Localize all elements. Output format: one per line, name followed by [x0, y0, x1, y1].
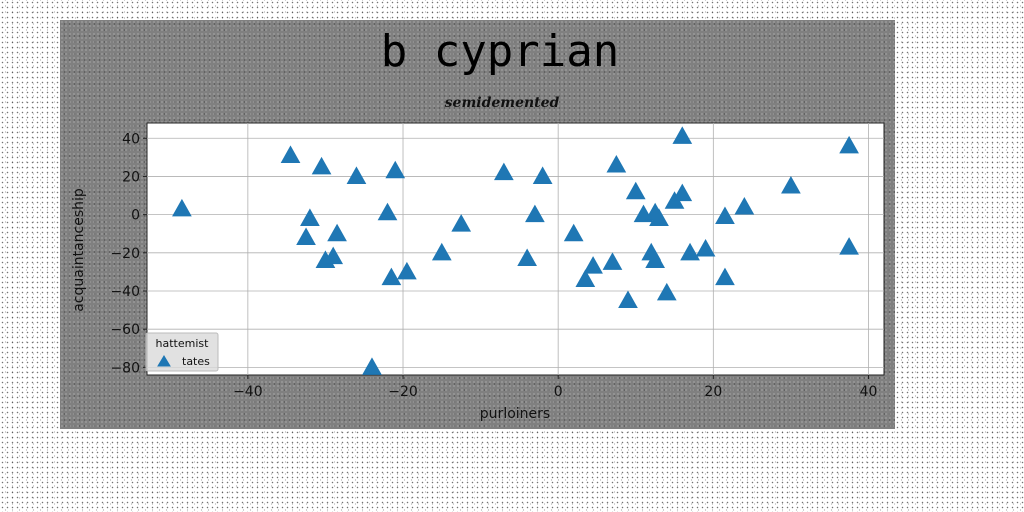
y-axis-ticks: −80 −60 −40 −20 0 20 40: [110, 131, 147, 376]
x-tick-label: 40: [860, 384, 878, 400]
scatter-point: [656, 282, 677, 301]
scatter-point: [327, 223, 347, 242]
scatter-point: [645, 250, 665, 268]
scatter-point: [649, 208, 669, 226]
scatter-point: [715, 267, 735, 286]
legend: hattemist tates: [145, 332, 219, 372]
scatter-point: [431, 242, 452, 261]
y-tick-label: 20: [122, 169, 140, 185]
scatter-point: [280, 145, 301, 163]
scatter-point: [362, 357, 382, 375]
scatter-point: [397, 261, 417, 280]
scatter-point: [672, 183, 693, 202]
scatter-point: [575, 269, 596, 288]
scatter-point: [532, 166, 553, 184]
scatter-point: [715, 206, 735, 225]
scatter-point: [300, 208, 320, 226]
y-tick-label: 40: [122, 131, 140, 147]
x-axis-label: purloiners: [480, 406, 550, 422]
legend-title: hattemist: [156, 337, 210, 350]
scatter-point: [377, 202, 398, 221]
scatter-point: [385, 160, 406, 179]
y-axis-label: acquaintanceship: [71, 188, 87, 312]
chart-figure: b cyprian semidemented −40 −20 0 20 40 −80 −6…: [60, 20, 895, 429]
x-axis-ticks: −40 −20 0 20 40: [233, 375, 877, 400]
legend-series-label: tates: [182, 355, 210, 368]
scatter-point: [839, 135, 859, 154]
scatter-point: [494, 162, 514, 181]
scatter-point: [451, 214, 472, 232]
scatter-point: [618, 290, 638, 309]
grid-lines: [147, 123, 884, 375]
scatter-point: [311, 156, 332, 175]
data-points: [172, 126, 859, 375]
x-tick-label: −20: [388, 384, 418, 400]
x-tick-label: 0: [554, 384, 563, 400]
scatter-point: [602, 252, 623, 270]
y-tick-label: −60: [110, 322, 140, 338]
y-tick-label: −20: [110, 246, 140, 262]
scatter-point: [672, 126, 693, 144]
scatter-point: [781, 175, 801, 194]
scatter-point: [563, 223, 584, 242]
scatter-point: [346, 166, 367, 184]
chart-subtitle: semidemented: [445, 95, 560, 111]
scatter-point: [839, 237, 859, 255]
scatter-point: [625, 181, 646, 200]
scatter-point: [296, 227, 316, 246]
x-tick-label: 20: [704, 384, 722, 400]
y-tick-label: −40: [110, 284, 140, 300]
plot-area: [146, 122, 885, 376]
scatter-point: [606, 154, 627, 173]
scatter-point: [583, 256, 603, 274]
y-tick-label: −80: [110, 360, 140, 376]
scatter-chart: b cyprian semidemented −40 −20 0 20 40 −80 −6…: [71, 26, 885, 422]
chart-title: b cyprian: [381, 26, 619, 77]
scatter-point: [695, 238, 716, 257]
scatter-point: [525, 204, 545, 223]
scatter-point: [680, 242, 700, 261]
scatter-point: [381, 267, 402, 286]
x-tick-label: −40: [233, 384, 263, 400]
y-tick-label: 0: [131, 208, 140, 224]
scatter-point: [734, 196, 755, 215]
scatter-point: [517, 248, 537, 267]
scatter-point: [323, 246, 344, 265]
legend-marker-icon: [157, 355, 171, 367]
scatter-point: [172, 198, 192, 217]
